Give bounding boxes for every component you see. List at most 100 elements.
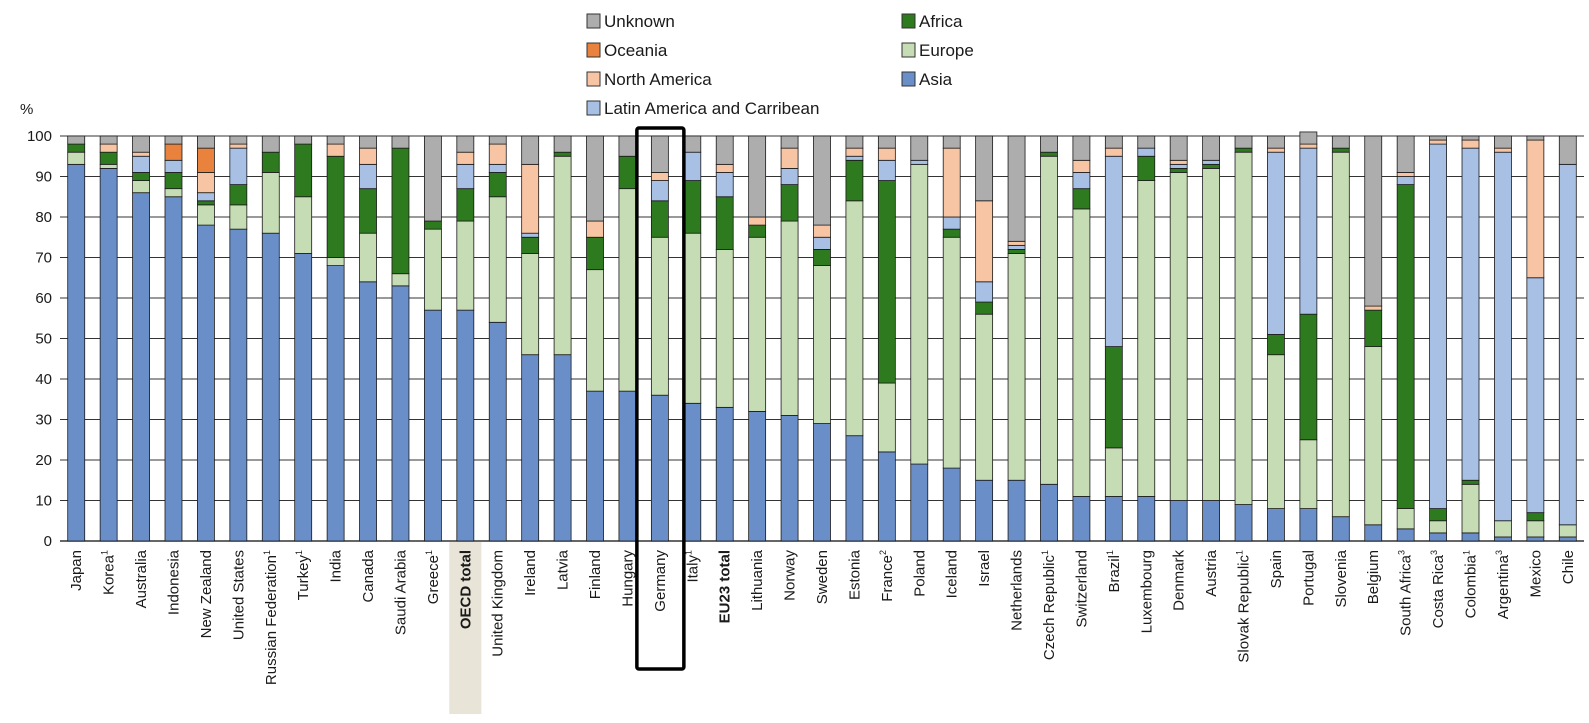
bar-segment-asia (391, 285, 410, 542)
bar-segment-unknown (1104, 135, 1123, 149)
bar-segment-unknown (1267, 135, 1285, 149)
bar-segment-asia (1364, 524, 1383, 542)
bar-segment-unknown (1234, 135, 1253, 149)
bar-segment-unknown (197, 135, 215, 149)
bar-segment-europe (845, 200, 864, 437)
x-tick-label: Italy1 (683, 550, 701, 583)
legend-label-asia: Asia (919, 70, 953, 89)
bar-segment-north-america (1299, 143, 1318, 149)
legend-label-latin-america-and-carribean: Latin America and Carribean (604, 99, 819, 118)
bar-segment-unknown (423, 135, 442, 222)
bar-segment-unknown (1429, 135, 1447, 141)
bar-segment-latin-america-and-carribean (359, 163, 377, 190)
bar-segment-latin-america-and-carribean (650, 180, 669, 202)
bar-segment-europe (1494, 520, 1512, 538)
bar-segment-africa (229, 184, 248, 206)
bar-segment-unknown (391, 135, 410, 149)
bar-segment-europe (1364, 346, 1383, 526)
bar-segment-latin-america-and-carribean (1299, 147, 1318, 315)
bar-segment-north-america (456, 151, 475, 165)
bar-segment-asia (1234, 504, 1253, 542)
x-tick-label: Russian Federation1 (262, 550, 280, 685)
bar-segment-north-america (1007, 240, 1026, 246)
y-tick-label: 0 (44, 533, 52, 550)
bar-segment-asia (780, 415, 799, 542)
bar-segment-unknown (1137, 135, 1156, 149)
bar-segment-europe (1040, 155, 1058, 485)
bar-segment-unknown (456, 135, 475, 153)
bar-segment-unknown (1396, 135, 1415, 173)
bar-segment-africa (423, 220, 442, 230)
bar-segment-latin-america-and-carribean (488, 163, 507, 173)
bar-segment-europe (261, 172, 280, 234)
bar-segment-asia (845, 435, 864, 542)
x-tick-label: Turkey1 (294, 550, 312, 600)
bar-segment-europe (910, 163, 929, 465)
bar-segment-asia (326, 265, 345, 542)
x-tick-label: Canada (360, 549, 377, 602)
x-tick-label: OECD total (457, 550, 474, 629)
bar-segment-latin-america-and-carribean (1461, 147, 1480, 481)
bar-segment-asia (261, 232, 280, 542)
legend-swatch-africa (901, 13, 916, 29)
legend-swatch-oceania (586, 42, 601, 58)
bar-segment-unknown (813, 135, 831, 226)
bar-segment-asia (197, 224, 215, 542)
bar-segment-unknown (67, 135, 86, 145)
bar-segment-latin-america-and-carribean (1137, 147, 1156, 157)
bar-segment-asia (618, 390, 637, 542)
x-tick-label: United States (230, 550, 247, 640)
bar-segment-africa (1364, 309, 1383, 347)
bar-segment-latin-america-and-carribean (780, 167, 799, 185)
bar-segment-latin-america-and-carribean (910, 159, 929, 165)
bar-segment-north-america (975, 200, 994, 283)
x-tick-label: Switzerland (1073, 550, 1090, 628)
y-tick-label: 80 (35, 209, 52, 226)
x-tick-label: Finland (587, 550, 604, 599)
bar-segment-unknown (326, 135, 345, 145)
x-tick-label: EU23 total (717, 550, 734, 623)
x-tick-label: South Africa3 (1397, 550, 1415, 636)
bar-segment-europe (521, 253, 540, 356)
bar-segment-europe (1461, 483, 1480, 534)
bar-segment-asia (1267, 508, 1285, 542)
bar-segment-unknown (229, 135, 248, 145)
x-axis-labels: Japan Korea1 Australia Indonesia New Zealand… (68, 549, 1577, 685)
y-tick-label: 20 (35, 452, 52, 469)
x-tick-label: Portugal (1300, 550, 1317, 606)
x-tick-label: Lithuania (749, 549, 766, 611)
bar-segment-europe (1104, 447, 1123, 497)
x-tick-label: Denmark (1171, 550, 1188, 611)
bar-segment-asia (1396, 528, 1415, 542)
legend-label-unknown: Unknown (604, 12, 675, 31)
bar-segment-unknown (1558, 135, 1577, 165)
bar-segment-unknown (1461, 135, 1480, 141)
bar-segment-unknown (586, 135, 604, 222)
bar-segment-asia (1104, 496, 1123, 542)
bar-segment-asia (1494, 536, 1512, 542)
bar-segment-unknown (1494, 135, 1512, 149)
bar-segment-unknown (910, 135, 929, 161)
bar-segment-asia (488, 321, 507, 542)
bar-segment-asia (1558, 536, 1577, 542)
bar-segment-latin-america-and-carribean (942, 216, 961, 230)
bar-segment-europe (618, 188, 637, 392)
bar-segment-north-america (359, 147, 377, 165)
bar-segment-europe (1429, 520, 1447, 534)
bar-segment-unknown (294, 135, 313, 145)
bar-segment-unknown (1202, 135, 1221, 161)
legend-label-north-america: North America (604, 70, 712, 89)
bar-segment-europe (488, 196, 507, 323)
x-tick-label: Australia (133, 549, 150, 608)
y-tick-label: 100 (27, 128, 52, 145)
bar-segment-europe (780, 220, 799, 416)
x-tick-label: Mexico (1527, 550, 1544, 598)
y-unit-label: % (20, 101, 33, 118)
x-tick-label: United Kingdom (490, 550, 507, 657)
bar-segment-africa (553, 151, 572, 157)
bar-segment-asia (1040, 483, 1058, 542)
x-tick-footnote: 1 (262, 550, 272, 555)
bar-segment-asia (1007, 479, 1026, 542)
bar-segment-unknown (1072, 135, 1091, 161)
x-tick-label: New Zealand (198, 550, 215, 638)
